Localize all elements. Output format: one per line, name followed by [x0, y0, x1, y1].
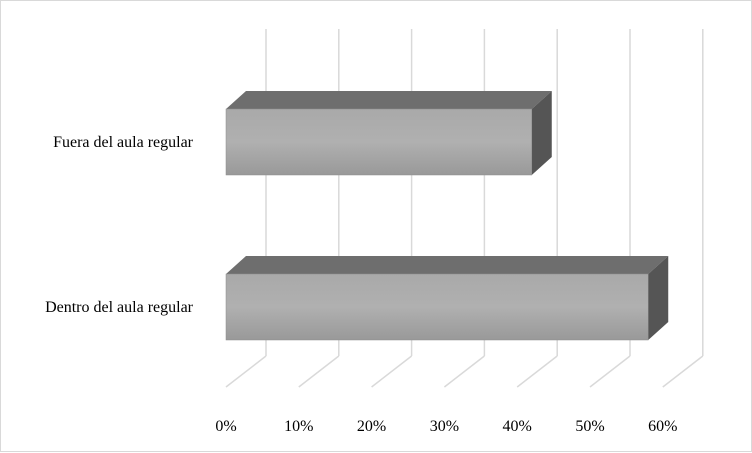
bar-top-face	[226, 256, 669, 274]
gridline-floor	[371, 355, 413, 388]
category-label: Fuera del aula regular	[53, 134, 194, 151]
bar-top-face	[226, 91, 552, 109]
bar-front-face	[225, 108, 533, 176]
category-label: Dentro del aula regular	[45, 299, 194, 316]
gridline-floor	[298, 355, 340, 388]
bar-front-face	[225, 273, 649, 341]
x-tick-label: 30%	[430, 418, 459, 435]
x-tick-label: 20%	[357, 418, 386, 435]
gridline-floor	[225, 355, 267, 388]
x-tick-label: 40%	[503, 418, 532, 435]
bar	[225, 256, 669, 341]
gridline-floor	[662, 355, 704, 388]
x-tick-label: 60%	[648, 418, 677, 435]
x-tick-label: 10%	[284, 418, 313, 435]
bar	[225, 91, 552, 176]
bar-side-face	[531, 91, 552, 175]
x-tick-label: 0%	[215, 418, 236, 435]
gridline-floor	[516, 355, 558, 388]
gridline-floor	[589, 355, 631, 388]
gridline-floor	[443, 355, 485, 388]
x-tick-label: 50%	[575, 418, 604, 435]
bar-side-face	[648, 256, 669, 340]
